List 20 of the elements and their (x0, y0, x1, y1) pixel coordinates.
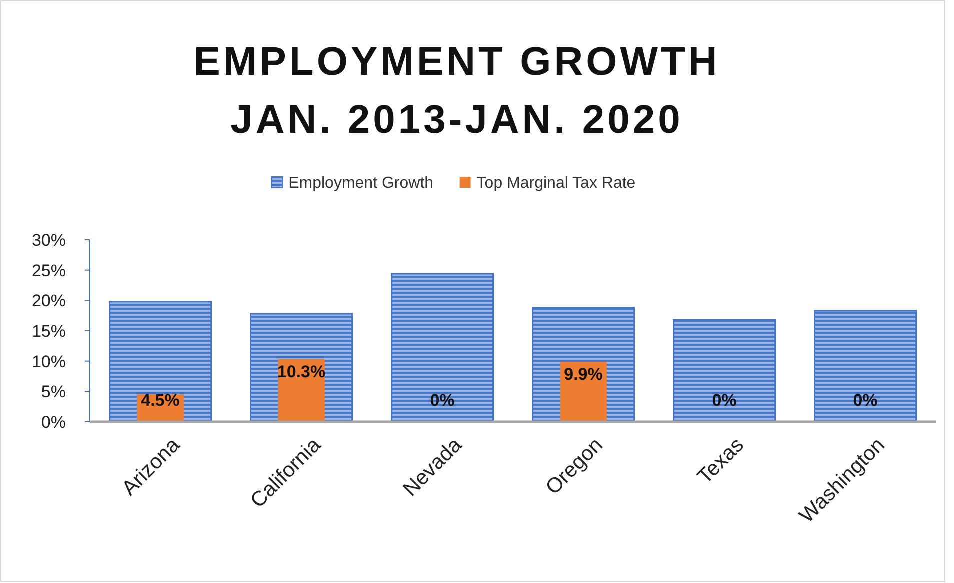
y-tick-label: 5% (41, 382, 66, 402)
y-tick-label: 20% (32, 292, 66, 311)
data-label: 4.5% (141, 391, 180, 410)
data-label: 9.9% (564, 364, 603, 384)
bar (814, 310, 918, 423)
y-tick-label: 15% (32, 322, 66, 341)
data-label: 0% (853, 391, 878, 410)
y-tick-label: 10% (32, 352, 66, 372)
y-tick-label: 25% (32, 261, 66, 280)
legend-label: Top Marginal Tax Rate (476, 175, 636, 192)
y-tick-label: 30% (32, 230, 66, 250)
y-tick-label: 0% (41, 412, 66, 432)
bar (672, 319, 776, 423)
bar (560, 362, 607, 422)
chart-title: EMPLOYMENT GROWTH JAN. 2013-JAN. 2020 (194, 40, 720, 142)
legend-label: Employment Growth (288, 175, 434, 192)
data-label: 0% (430, 391, 455, 410)
bar (390, 273, 494, 423)
bar (108, 301, 212, 423)
data-label: 0% (712, 391, 737, 410)
